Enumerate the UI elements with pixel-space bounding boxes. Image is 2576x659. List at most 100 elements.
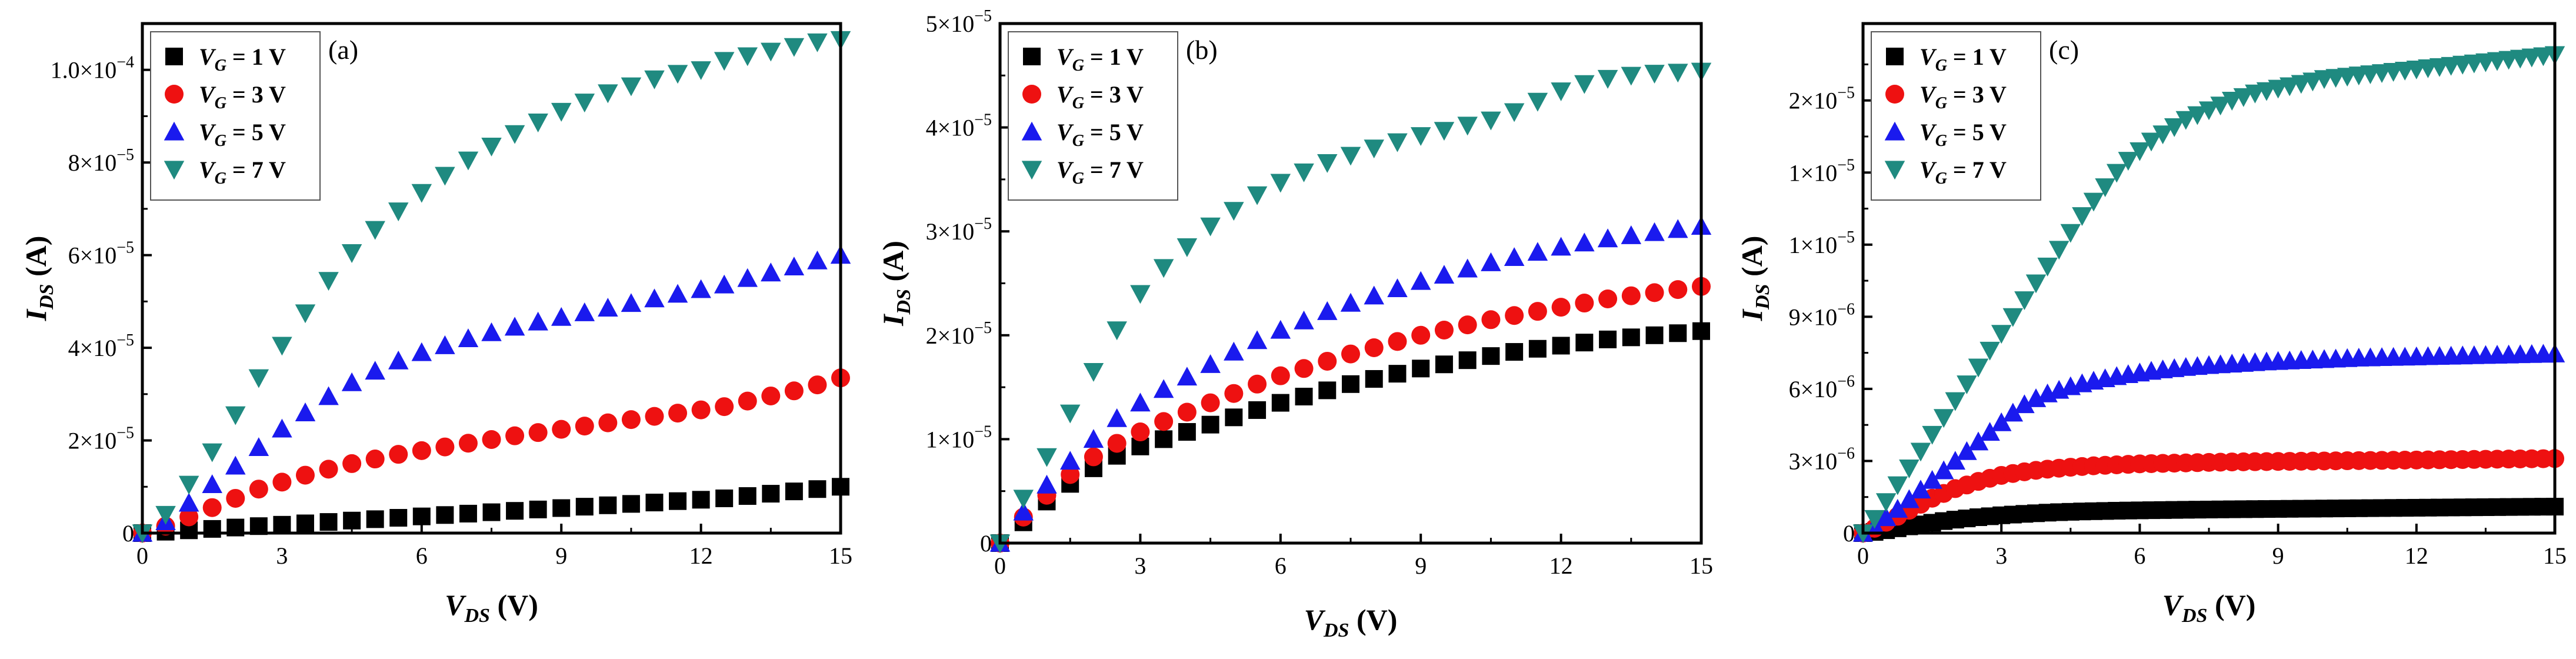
data-point-triangle-down <box>341 244 362 263</box>
data-point-square <box>459 504 477 522</box>
data-point-square <box>1505 343 1524 361</box>
data-point-triangle-up <box>1991 412 2012 431</box>
data-point-circle <box>1341 344 1360 364</box>
data-point-square <box>1412 360 1430 378</box>
data-point-circle <box>412 441 431 460</box>
data-point-triangle-down <box>667 65 688 84</box>
legend-label: VG = 7 V <box>1919 157 2007 188</box>
data-point-triangle-up <box>272 418 292 438</box>
legend: VG = 1 VVG = 3 VVG = 5 VVG = 7 V <box>150 31 321 201</box>
x-axis-label-sub: DS <box>1323 620 1349 641</box>
data-point-square <box>599 496 617 514</box>
data-point-circle <box>295 465 315 485</box>
legend-label-sub: G <box>215 94 226 112</box>
legend-label: VG = 5 V <box>199 119 286 150</box>
data-point-circle <box>645 407 664 426</box>
data-point-triangle-down <box>1317 154 1338 173</box>
legend-label-value: = 1 V <box>226 44 286 70</box>
legend-label-value: = 3 V <box>226 81 286 108</box>
data-point-triangle-down <box>1037 448 1057 467</box>
data-point-circle <box>249 480 268 499</box>
data-point-triangle-down <box>1621 66 1642 86</box>
y-axis-label-unit: (A) <box>19 236 52 284</box>
data-point-triangle-up <box>248 437 269 457</box>
legend-label-var: V <box>199 81 216 108</box>
series-vg1 <box>1854 498 2564 542</box>
data-point-circle <box>715 397 734 417</box>
data-point-triangle-down <box>1527 92 1548 112</box>
data-point-triangle-up <box>1059 451 1081 470</box>
data-point-triangle-up <box>2025 388 2047 407</box>
data-point-triangle-down <box>644 70 665 89</box>
data-point-circle <box>668 404 688 423</box>
legend-label-var: V <box>199 119 216 145</box>
data-point-circle <box>1598 289 1618 308</box>
legend-label-sub: G <box>215 132 226 150</box>
data-point-circle <box>808 375 827 395</box>
data-point-triangle-up <box>1294 310 1314 330</box>
data-point-triangle-up <box>1130 392 1151 412</box>
legend-label-var: V <box>1919 44 1937 70</box>
x-tick-label: 6 <box>2134 542 2145 569</box>
y-tick-label: 4×10−5 <box>926 111 992 141</box>
data-point-circle <box>738 391 757 411</box>
data-point-triangle-down <box>1387 133 1408 152</box>
data-point-circle <box>1177 402 1197 422</box>
data-point-circle <box>1084 447 1103 467</box>
y-tick-label: 9×10−6 <box>1789 300 1855 330</box>
data-point-triangle-down <box>2072 207 2092 227</box>
data-point-triangle-down <box>1177 238 1198 257</box>
data-point-triangle-down <box>1457 117 1478 136</box>
y-tick-label: 5×10−5 <box>926 7 992 37</box>
y-tick-label: 8×10−5 <box>68 146 134 176</box>
data-point-triangle-up <box>1574 232 1595 252</box>
data-point-circle <box>621 410 641 430</box>
data-point-triangle-down <box>365 221 385 240</box>
data-point-triangle-up <box>1875 507 1897 527</box>
y-tick-label: 2×10−5 <box>68 424 134 454</box>
data-point-circle <box>1131 422 1150 442</box>
y-tick-exponent: −5 <box>974 215 992 233</box>
y-tick-exponent: −5 <box>116 424 134 442</box>
data-point-circle <box>1061 465 1080 484</box>
data-point-triangle-down <box>1107 321 1127 341</box>
x-tick-label: 3 <box>1134 553 1146 579</box>
y-tick-label: 6×10−5 <box>68 239 134 269</box>
data-point-square <box>1225 408 1243 427</box>
data-point-triangle-down <box>1884 161 1905 180</box>
y-tick-mantissa: 8×10 <box>68 149 117 176</box>
panel-label: (c) <box>2049 35 2079 65</box>
data-point-triangle-down <box>272 337 292 356</box>
x-tick-label: 0 <box>136 542 148 569</box>
data-point-square <box>319 513 338 531</box>
data-point-circle <box>1318 351 1337 371</box>
data-point-triangle-down <box>2221 92 2242 111</box>
data-point-circle <box>1645 283 1664 302</box>
legend-label-var: V <box>1057 157 1074 183</box>
y-tick-exponent: −6 <box>1837 444 1855 462</box>
data-point-triangle-up <box>621 293 642 312</box>
x-axis-label: VDS (V) <box>2162 588 2256 627</box>
data-point-circle <box>165 85 184 104</box>
series-vg5 <box>1852 344 2565 542</box>
data-point-triangle-up <box>1644 222 1665 241</box>
data-point-triangle-down <box>1059 404 1081 424</box>
data-point-circle <box>552 420 571 439</box>
data-point-circle <box>528 423 548 442</box>
legend-label-value: = 5 V <box>1947 119 2007 145</box>
y-tick-label: 3×10−5 <box>926 215 992 245</box>
data-point-triangle-down <box>2095 178 2115 198</box>
chart-panel-2: 0 3 6 9 12 1501×10−52×10−53×10−54×10−55×10−5V… <box>877 7 1713 641</box>
data-point-triangle-up <box>1910 480 1931 499</box>
data-point-triangle-down <box>1597 69 1618 89</box>
legend-label: VG = 1 V <box>199 44 286 75</box>
legend-label-sub: G <box>1072 56 1084 75</box>
y-tick-label: 1×10−5 <box>926 422 992 452</box>
y-tick-mantissa: 4×10 <box>68 335 117 361</box>
legend-label-sub: G <box>1935 169 1947 188</box>
data-point-triangle-up <box>295 402 316 421</box>
x-tick-label: 6 <box>1275 553 1287 579</box>
series-vg3 <box>1854 449 2564 542</box>
series-vg5 <box>132 245 851 542</box>
data-point-square <box>715 489 734 507</box>
